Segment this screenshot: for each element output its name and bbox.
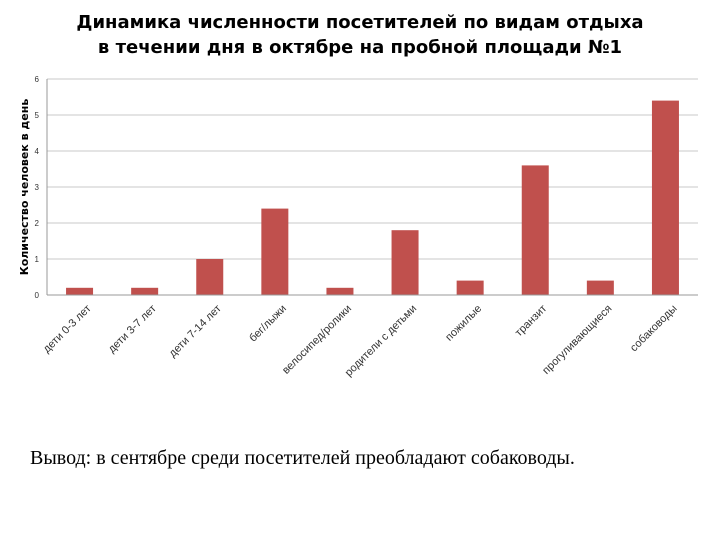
x-tick-label: прогуливающиеся — [540, 303, 614, 377]
chart-title: Динамика численности посетителей по вида… — [0, 10, 720, 60]
x-tick-label: дети 0-3 лет — [41, 303, 94, 356]
bar — [521, 165, 549, 295]
bar — [66, 287, 94, 295]
y-tick-label: 2 — [35, 219, 40, 228]
y-tick-label: 4 — [35, 147, 40, 156]
bar — [326, 287, 354, 295]
chart-title-line-2: в течении дня в октябре на пробной площа… — [97, 37, 623, 58]
x-tick-label: дети 7-14 лет — [167, 303, 224, 360]
chart-title-line-1: Динамика численности посетителей по вида… — [76, 12, 644, 33]
x-tick-label: транзит — [513, 303, 549, 339]
x-tick-label: бег/лыжи — [247, 303, 289, 345]
y-tick-label: 3 — [35, 183, 40, 192]
conclusion-text: Вывод: в сентябре среди посетителей прео… — [30, 447, 575, 469]
bar — [261, 208, 289, 295]
x-tick-label: родители с детьми — [343, 303, 419, 379]
bar — [131, 287, 159, 295]
y-tick-label: 6 — [35, 75, 40, 84]
bar — [586, 280, 614, 295]
x-tick-label: собаководы — [628, 303, 680, 355]
x-tick-label: велосипед/ролики — [280, 303, 354, 377]
bar — [391, 230, 419, 295]
bar — [196, 259, 224, 295]
x-tick-label: дети 3-7 лет — [106, 303, 159, 356]
y-tick-label: 0 — [35, 291, 40, 300]
bar — [651, 100, 679, 295]
y-axis-title: Количество человек в день — [18, 99, 31, 276]
y-tick-label: 1 — [35, 255, 40, 264]
bar — [456, 280, 484, 295]
x-tick-label: пожилые — [443, 303, 484, 344]
y-tick-label: 5 — [35, 111, 40, 120]
